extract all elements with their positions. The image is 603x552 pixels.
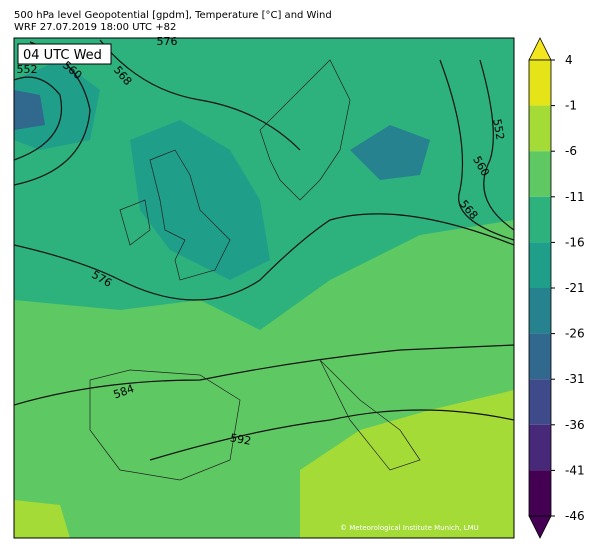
- copyright: © Meteorological Institute Munich, LMU: [340, 524, 479, 532]
- colorbar-tick-label: -46: [565, 509, 585, 523]
- field: [130, 120, 270, 280]
- colorbar-tick-label: -41: [565, 463, 585, 477]
- title-line: 500 hPa level Geopotential [gpdm], Tempe…: [14, 10, 332, 21]
- colorbar-band: [529, 105, 551, 152]
- colorbar-band: [529, 151, 551, 197]
- colorbar-band: [529, 424, 551, 471]
- colorbar-band: [529, 196, 551, 243]
- contour-lines: [14, 39, 514, 461]
- contour-label: 552: [490, 118, 506, 141]
- contour-label: 592: [229, 431, 252, 447]
- contour-label: 576: [157, 35, 178, 48]
- colorbar-band: [529, 333, 551, 380]
- colorbar-band: [529, 470, 551, 516]
- colorbar-band: [529, 288, 551, 334]
- colorbar-tick-label: -21: [565, 281, 585, 295]
- field: [14, 500, 70, 538]
- colorbar-tick-label: -11: [565, 190, 585, 204]
- colorbar-tick-label: -16: [565, 235, 585, 249]
- map: 04 UTC Wed © Meteorological Institute Mu…: [13, 35, 515, 539]
- field: [14, 90, 45, 130]
- contour-label: 552: [17, 63, 38, 76]
- colorbar-tick-label: 4: [565, 53, 573, 67]
- time-label: 04 UTC Wed: [23, 48, 102, 63]
- coastlines: [89, 59, 421, 481]
- colorbar-band: [529, 60, 551, 106]
- colorbar-tick-label: -6: [565, 144, 577, 158]
- colorbar: 4 -1 -6 -11 -16 -21 -26 -31 -36 -41 -46: [528, 37, 585, 539]
- colorbar-tick-label: -31: [565, 372, 585, 386]
- colorbar-tick-label: -36: [565, 418, 585, 432]
- colorbar-over: [528, 37, 552, 61]
- time-box: [17, 43, 112, 65]
- colorbar-band: [529, 379, 551, 425]
- colorbar-under: [528, 515, 552, 539]
- colorbar-tick-label: -1: [565, 99, 577, 113]
- map-frame: [13, 37, 515, 539]
- title-line: WRF 27.07.2019 18:00 UTC +82: [14, 22, 176, 33]
- field: [14, 60, 100, 150]
- colorbar-tick-label: -26: [565, 327, 585, 341]
- field: [350, 125, 430, 180]
- colorbar-band: [529, 242, 551, 288]
